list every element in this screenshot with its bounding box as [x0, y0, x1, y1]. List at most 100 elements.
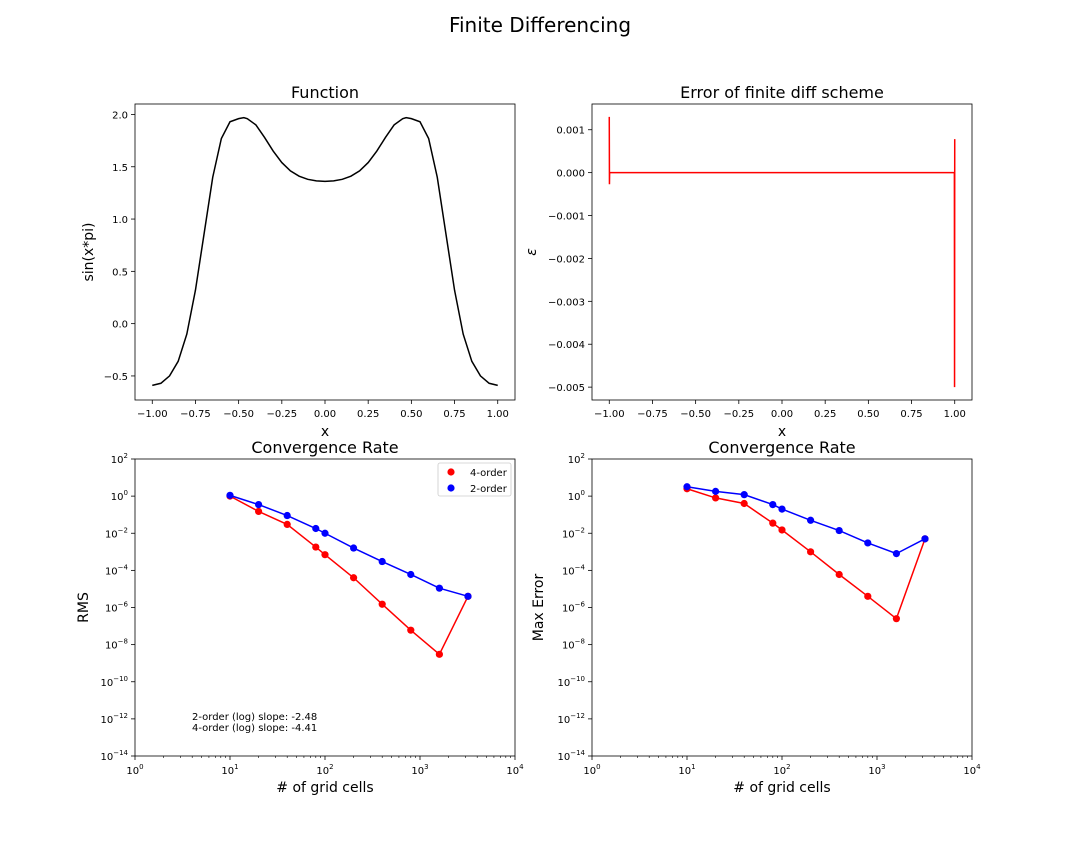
y-tick-exponent: −14: [113, 749, 128, 757]
legend-label: 2-order: [470, 484, 508, 495]
data-point: [711, 494, 720, 502]
data-point: [778, 505, 786, 513]
x-tick-label: −1.00: [594, 409, 625, 420]
x-tick-exponent: 4: [519, 763, 524, 771]
data-point: [921, 535, 929, 543]
data-point: [435, 584, 443, 592]
x-tick-label: 1.00: [487, 409, 509, 420]
x-tick-label: −0.25: [266, 409, 297, 420]
plot-frame: [134, 458, 516, 757]
y-tick-label: 102: [568, 452, 585, 466]
y-tick-label: 10−12: [100, 712, 128, 726]
legend-marker: [447, 484, 455, 492]
y-tick-exponent: −4: [118, 563, 129, 571]
data-point: [778, 526, 786, 534]
data-point: [349, 574, 358, 582]
x-tick-label: 0.00: [314, 409, 336, 420]
x-tick-exponent: 3: [424, 763, 428, 771]
x-tick-label: 0.50: [400, 409, 422, 420]
y-tick-exponent: −10: [570, 675, 585, 683]
y-tick-label: −0.004: [548, 340, 585, 351]
data-point: [864, 592, 872, 600]
y-tick-exponent: −2: [118, 526, 128, 534]
x-tick-label: 0.50: [857, 409, 879, 420]
y-tick-exponent: −2: [575, 526, 585, 534]
series-line-function: [152, 116, 498, 387]
series-line-error: [608, 116, 956, 388]
data-point: [254, 507, 263, 516]
y-tick-label: 10−2: [105, 526, 128, 540]
x-tick-exponent: 4: [976, 763, 981, 771]
y-axis-label: RMS: [76, 592, 92, 623]
y-tick-label: 10−10: [557, 675, 585, 689]
x-axis-label: # of grid cells: [733, 780, 830, 796]
series-line-4-order: [229, 495, 469, 656]
x-tick-label: 100: [126, 763, 143, 777]
x-axis-label: # of grid cells: [276, 780, 373, 796]
y-tick-label: 1.0: [112, 215, 128, 226]
y-tick-exponent: −4: [575, 563, 586, 571]
y-tick-label: 100: [568, 489, 585, 503]
data-point: [835, 526, 843, 535]
x-tick-label: 0.25: [814, 409, 836, 420]
data-point: [435, 650, 443, 658]
y-tick-label: 2.0: [112, 110, 128, 121]
plot-frame: [591, 458, 973, 757]
x-tick-label: −0.75: [637, 409, 668, 420]
x-tick-label: 104: [506, 763, 524, 777]
data-point: [769, 519, 777, 527]
x-axis-label: x: [778, 424, 786, 440]
data-point: [835, 570, 843, 579]
x-tick-label: 101: [221, 763, 238, 777]
x-tick-label: 102: [316, 763, 333, 777]
plot-frame: [134, 103, 516, 401]
data-point: [321, 551, 329, 559]
x-tick-label: 103: [868, 763, 885, 777]
x-tick-label: 103: [411, 763, 428, 777]
plot-max: Convergence Rate # of grid cells Max Error…: [531, 438, 981, 796]
y-axis-label: Max Error: [531, 574, 547, 642]
y-tick-exponent: −6: [575, 601, 586, 609]
y-tick-label: 0.5: [112, 267, 128, 278]
y-tick-exponent: −14: [570, 749, 585, 757]
x-tick-label: −0.75: [180, 409, 211, 420]
data-point: [407, 626, 415, 634]
y-tick-exponent: 2: [124, 452, 128, 460]
data-point: [683, 483, 691, 491]
y-tick-label: 102: [111, 452, 128, 466]
y-tick-label: −0.001: [548, 212, 585, 223]
data-point: [407, 570, 415, 579]
data-point: [254, 500, 263, 509]
y-tick-label: −0.002: [548, 254, 585, 265]
figure-title: Finite Differencing: [449, 13, 631, 37]
x-tick-label: 102: [773, 763, 790, 777]
data-point: [464, 592, 472, 600]
x-tick-label: 0.75: [443, 409, 465, 420]
y-tick-label: 10−14: [557, 749, 585, 763]
legend-box: [437, 462, 512, 497]
data-point: [378, 557, 386, 566]
y-tick-exponent: 2: [581, 452, 585, 460]
slope-annotation: 2-order (log) slope: -2.48: [192, 712, 317, 723]
y-tick-label: −0.003: [548, 297, 585, 308]
y-tick-label: 10−10: [100, 675, 128, 689]
y-tick-label: 0.000: [556, 169, 585, 180]
y-tick-label: 10−6: [105, 601, 129, 615]
y-tick-label: 10−8: [105, 638, 128, 652]
data-point: [283, 520, 291, 528]
legend-label: 4-order: [470, 468, 508, 479]
legend: 4-order 2-order: [437, 462, 512, 497]
x-tick-label: −0.50: [680, 409, 711, 420]
y-tick-exponent: −8: [575, 638, 585, 646]
y-tick-label: 10−4: [105, 563, 129, 577]
data-point: [711, 487, 720, 495]
data-point: [769, 500, 777, 509]
plot-rms: Convergence Rate # of grid cells RMS 100 101…: [76, 438, 524, 796]
plot-title: Error of finite diff scheme: [680, 83, 884, 102]
data-point: [321, 529, 329, 537]
series-line-2-order: [229, 494, 469, 598]
y-tick-exponent: −12: [570, 712, 585, 720]
plot-title: Convergence Rate: [251, 438, 398, 457]
data-point: [892, 615, 900, 623]
